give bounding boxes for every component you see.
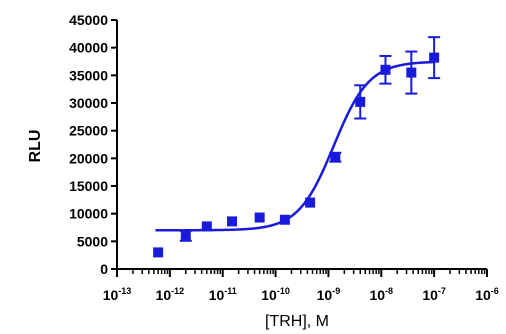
data-point: [279, 214, 290, 225]
x-tick-label: 10-6: [475, 286, 499, 303]
data-point: [380, 64, 391, 75]
x-tick-label: 10-9: [317, 286, 341, 303]
data-point: [180, 230, 191, 241]
y-tick-label: 35000: [69, 67, 108, 83]
data-point: [406, 67, 417, 78]
x-tick-label: 10-11: [209, 286, 237, 303]
y-tick-label: 10000: [69, 206, 108, 222]
x-tick-label: 10-12: [156, 286, 185, 303]
x-tick-label: 10-8: [369, 286, 393, 303]
y-tick-label: 0: [100, 261, 108, 277]
data-point: [330, 152, 341, 163]
ticks: 0 5000 10000 15000 20000 25000 30000 35000 40000…: [69, 12, 499, 303]
x-tick-label: 10-10: [261, 286, 290, 303]
fit-curve: [155, 60, 436, 232]
data-point: [305, 197, 316, 208]
x-tick-label: 10-7: [422, 286, 446, 303]
y-tick-label: 45000: [69, 12, 108, 28]
x-axis-title: [TRH], M: [265, 313, 329, 330]
x-tick-label: 10-13: [103, 286, 132, 303]
data-point: [227, 216, 238, 227]
error-bars-layer: [179, 36, 441, 242]
y-tick-label: 5000: [77, 233, 108, 249]
y-tick-label: 30000: [69, 95, 108, 111]
y-tick-label: 40000: [69, 40, 108, 56]
data-points-layer: [153, 52, 440, 258]
data-point: [355, 96, 366, 107]
data-point: [201, 221, 212, 232]
data-point: [429, 52, 440, 63]
fit-curve-layer: [155, 60, 436, 232]
data-point: [254, 212, 265, 223]
data-point: [153, 247, 164, 258]
y-tick-label: 15000: [69, 178, 108, 194]
y-tick-label: 20000: [69, 150, 108, 166]
y-tick-label: 25000: [69, 123, 108, 139]
y-axis-title: RLU: [27, 130, 44, 163]
